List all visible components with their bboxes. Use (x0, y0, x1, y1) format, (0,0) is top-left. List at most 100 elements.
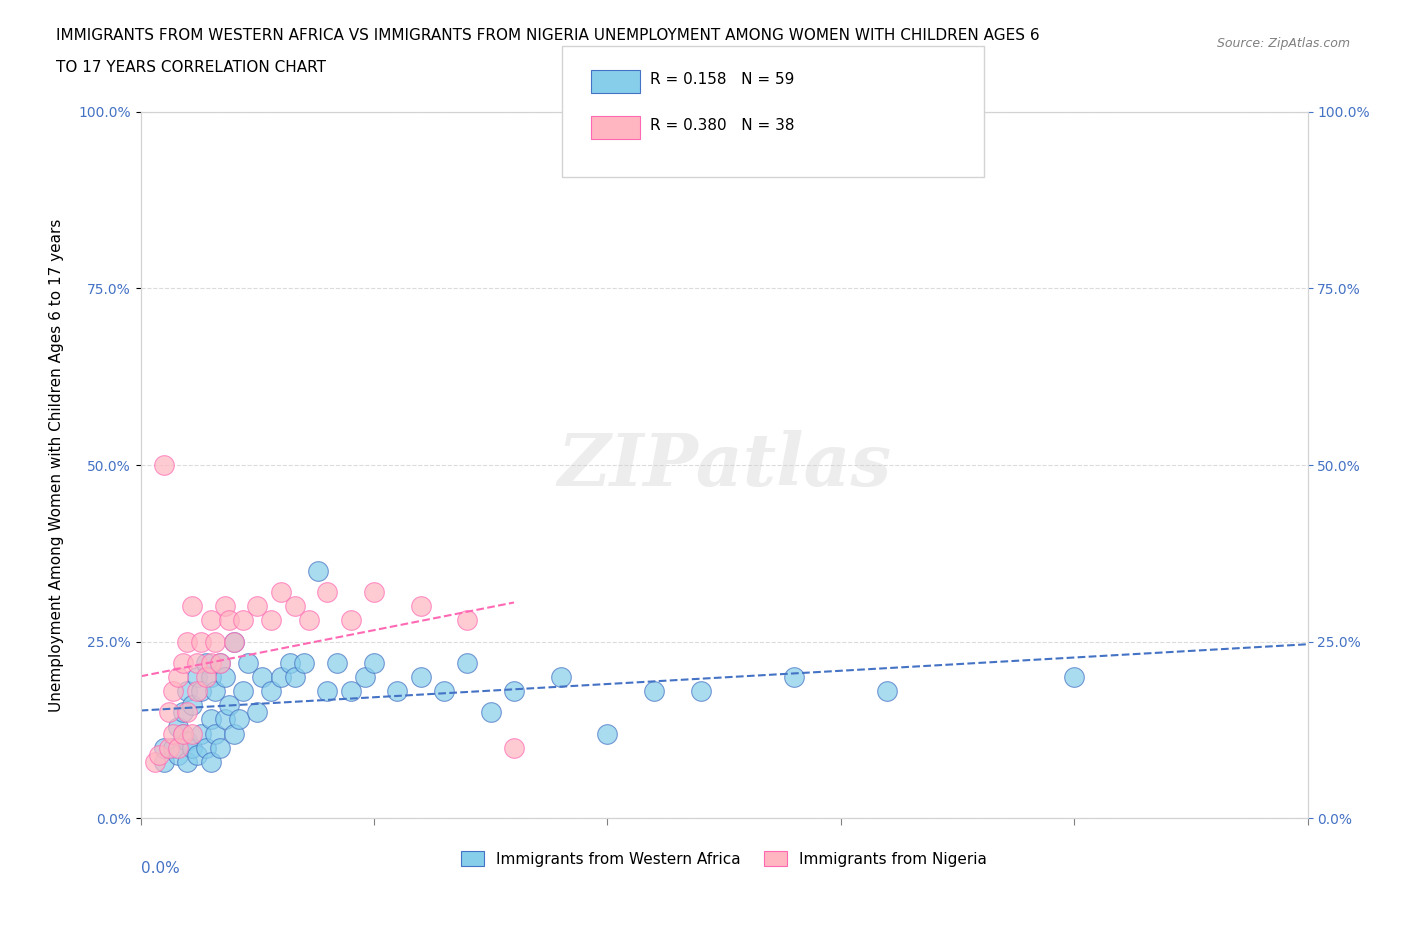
Point (181, 740, 204, 755)
Point (176, 705, 198, 720)
Point (387, 684, 409, 698)
Point (214, 712, 236, 727)
Point (479, 705, 502, 720)
Point (204, 726, 226, 741)
Point (1063, 670, 1085, 684)
Text: R = 0.158   N = 59: R = 0.158 N = 59 (650, 72, 794, 86)
Point (246, 599, 269, 614)
Point (218, 613, 240, 628)
Point (200, 754, 222, 769)
Point (222, 726, 245, 741)
Point (162, 726, 184, 741)
Point (298, 613, 321, 628)
Point (181, 726, 204, 741)
Point (270, 670, 292, 684)
Point (409, 599, 432, 614)
Point (162, 740, 184, 755)
Text: 0.0%: 0.0% (141, 861, 180, 876)
Point (162, 684, 184, 698)
Point (204, 634, 226, 649)
Point (190, 726, 212, 741)
Text: TO 17 YEARS CORRELATION CHART: TO 17 YEARS CORRELATION CHART (56, 60, 326, 75)
Point (200, 712, 222, 727)
Point (232, 613, 254, 628)
Point (186, 748, 208, 763)
Point (503, 740, 526, 755)
Point (143, 754, 166, 769)
Point (194, 656, 217, 671)
Point (190, 684, 212, 698)
Point (176, 684, 198, 698)
Point (228, 712, 250, 727)
Point (167, 748, 190, 763)
Point (316, 684, 339, 698)
Point (208, 656, 231, 671)
Point (246, 705, 269, 720)
Point (194, 670, 217, 684)
Point (456, 613, 478, 628)
Legend: Immigrants from Western Africa, Immigrants from Nigeria: Immigrants from Western Africa, Immigran… (454, 844, 994, 874)
Point (260, 684, 283, 698)
Point (307, 564, 329, 578)
Point (157, 705, 180, 720)
Point (157, 740, 180, 755)
Point (186, 656, 208, 671)
Point (363, 585, 385, 600)
Point (194, 740, 217, 755)
Point (596, 726, 619, 741)
Y-axis label: Unemployment Among Women with Children Ages 6 to 17 years: Unemployment Among Women with Children A… (49, 219, 65, 711)
Point (204, 684, 226, 698)
Point (172, 705, 194, 720)
Point (167, 719, 190, 734)
Point (200, 656, 222, 671)
Point (153, 458, 176, 472)
Point (409, 670, 432, 684)
Point (643, 684, 665, 698)
Point (172, 726, 194, 741)
Point (278, 656, 301, 671)
Point (181, 698, 204, 712)
Point (167, 670, 190, 684)
Point (876, 684, 898, 698)
Point (270, 585, 292, 600)
Point (181, 599, 204, 614)
Point (167, 740, 190, 755)
Text: IMMIGRANTS FROM WESTERN AFRICA VS IMMIGRANTS FROM NIGERIA UNEMPLOYMENT AMONG WOM: IMMIGRANTS FROM WESTERN AFRICA VS IMMIGR… (56, 28, 1040, 43)
Point (222, 634, 245, 649)
Point (250, 670, 273, 684)
Point (200, 670, 222, 684)
Point (186, 684, 208, 698)
Point (284, 599, 307, 614)
Point (214, 670, 236, 684)
Point (260, 613, 283, 628)
Point (456, 656, 478, 671)
Point (339, 613, 361, 628)
Point (783, 670, 806, 684)
Point (200, 613, 222, 628)
Point (153, 754, 176, 769)
Point (550, 670, 572, 684)
Point (284, 670, 307, 684)
Point (176, 754, 198, 769)
Text: Source: ZipAtlas.com: Source: ZipAtlas.com (1216, 37, 1350, 50)
Point (208, 656, 231, 671)
Point (339, 684, 361, 698)
Point (316, 585, 339, 600)
Point (292, 656, 315, 671)
Point (186, 670, 208, 684)
Point (190, 634, 212, 649)
Point (208, 740, 231, 755)
Text: ZIPatlas: ZIPatlas (557, 430, 891, 500)
Point (325, 656, 347, 671)
Point (176, 733, 198, 748)
Point (689, 684, 711, 698)
Point (222, 634, 245, 649)
Point (214, 599, 236, 614)
Point (433, 684, 456, 698)
Point (236, 656, 259, 671)
Point (503, 684, 526, 698)
Point (172, 726, 194, 741)
Point (172, 656, 194, 671)
Point (363, 656, 385, 671)
Point (148, 748, 170, 763)
